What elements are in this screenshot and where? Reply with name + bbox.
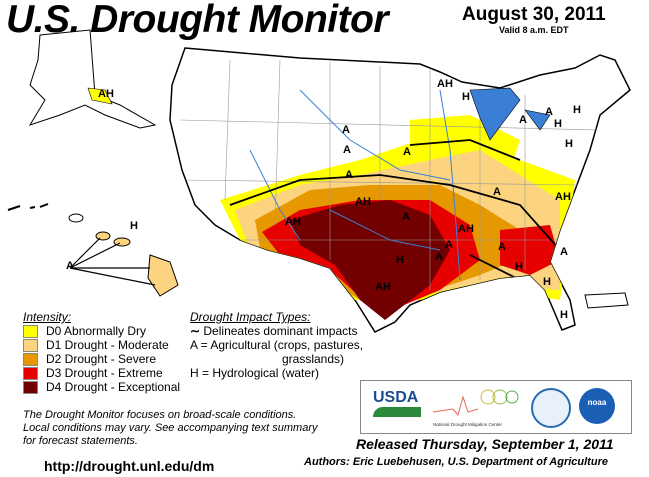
impact-label: AH [555, 191, 571, 203]
legend-swatch [23, 325, 38, 339]
impact-label: H [462, 91, 470, 103]
impact-label: A [403, 146, 411, 158]
legend-label: D4 Drought - Exceptional [46, 380, 181, 394]
intensity-title: Intensity: [23, 310, 72, 324]
impact-label: A [445, 239, 453, 251]
alaska [28, 29, 157, 129]
note-line: Local conditions may vary. See accompany… [23, 422, 318, 434]
impact-h: H = Hydrological (water) [190, 366, 320, 380]
impact-label: A [519, 114, 527, 126]
map-date: August 30, 2011 [462, 4, 606, 25]
puerto-rico [584, 292, 629, 309]
noaa-logo: noaa [579, 388, 615, 424]
note-line: for forecast statements. [23, 435, 138, 447]
impact-label: AH [285, 216, 301, 228]
ndmc-text: National Drought Mitigation Center [433, 422, 503, 427]
legend-swatch [23, 353, 38, 367]
intensity-legend: Intensity: D0 Abnormally Dry D1 Drought -… [23, 310, 181, 395]
impact-label: H [560, 309, 568, 321]
impact-line-label: Delineates dominant impacts [203, 324, 358, 338]
disclaimer-note: The Drought Monitor focuses on broad-sca… [23, 409, 317, 448]
impact-label: A [498, 241, 506, 253]
impact-a: A = Agricultural (crops, pastures, [190, 338, 364, 352]
legend-label: D3 Drought - Extreme [46, 366, 163, 380]
impact-line-icon: ∼ [190, 324, 204, 338]
legend-item: D0 Abnormally Dry [23, 324, 180, 339]
impact-label: H [515, 261, 523, 273]
impact-label: AH [458, 223, 474, 235]
legend-item: D2 Drought - Severe [23, 352, 180, 367]
contiguous-us [169, 47, 631, 333]
impact-label: AH [355, 196, 371, 208]
impact-label: A [493, 186, 501, 198]
legend-swatch [23, 381, 38, 395]
impact-a2: grasslands) [282, 352, 345, 366]
rivers [249, 89, 461, 281]
legend-label: D2 Drought - Severe [46, 352, 157, 366]
hawaii [68, 213, 179, 297]
impact-label: H [543, 276, 551, 288]
legend-item: D4 Drought - Exceptional [23, 380, 181, 395]
legend-label: D0 Abnormally Dry [46, 324, 147, 338]
authors: Authors: Eric Luebehusen, U.S. Departmen… [304, 456, 608, 468]
impact-label: AH [375, 281, 391, 293]
impact-label: AH [437, 78, 453, 90]
note-line: The Drought Monitor focuses on broad-sca… [23, 409, 297, 421]
impact-label: A [343, 144, 351, 156]
legend-item: D3 Drought - Extreme [23, 366, 180, 381]
usda-text: USDA [373, 389, 419, 406]
release-date: Released Thursday, September 1, 2011 [356, 436, 614, 452]
impact-label: H [573, 104, 581, 116]
commerce-seal [531, 388, 571, 428]
impact-label: H [396, 254, 404, 266]
impact-label: A [345, 169, 353, 181]
impact-label: A [435, 251, 443, 263]
state-borders [179, 59, 601, 290]
page-title: U.S. Drought Monitor [6, 0, 389, 41]
impact-label: A [545, 106, 553, 118]
impact-label: A [66, 260, 74, 272]
legend-label: D1 Drought - Moderate [46, 338, 169, 352]
aleutian-islands [7, 203, 49, 211]
impact-label: A [560, 246, 568, 258]
legend-swatch [23, 367, 38, 381]
impact-label: A [402, 211, 410, 223]
website-link[interactable]: http://drought.unl.edu/dm [44, 458, 215, 474]
impact-legend: Drought Impact Types: ∼ Delineates domin… [190, 310, 363, 380]
impact-title: Drought Impact Types: [190, 310, 311, 324]
ndmc-logo: National Drought Mitigation Center [432, 387, 519, 427]
usda-logo: USDA [373, 389, 421, 423]
impact-label: H [554, 118, 562, 130]
impact-label: H [565, 138, 573, 150]
impact-label: A [342, 124, 350, 136]
impact-label: H [130, 220, 138, 232]
noaa-text: noaa [587, 398, 607, 407]
great-lakes [469, 87, 551, 141]
d3-region-southeast [500, 225, 560, 275]
legend-swatch [23, 339, 38, 353]
legend-item: D1 Drought - Moderate [23, 338, 180, 353]
partner-logos: USDA National Drought Mitigation Center … [360, 380, 632, 434]
valid-time: Valid 8 a.m. EDT [499, 25, 569, 35]
impact-label: AH [98, 88, 114, 100]
